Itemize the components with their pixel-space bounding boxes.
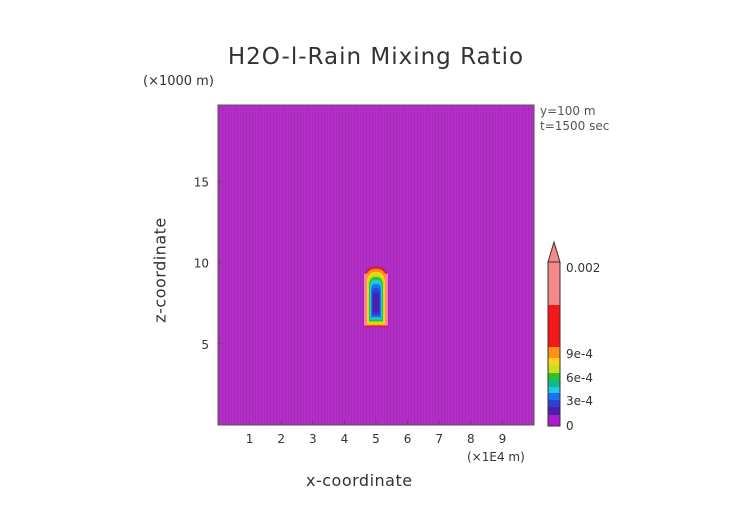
x-tick-label-5: 5 [372, 432, 380, 446]
x-tick-label-8: 8 [467, 432, 475, 446]
x-axis-label: x-coordinate [306, 471, 413, 490]
y-axis-unit: (×1000 m) [143, 74, 214, 89]
colorbar-level-4 [548, 387, 560, 393]
colorbar-label-1: 9e-4 [566, 347, 593, 361]
colorbar-level-9 [548, 347, 560, 358]
colorbar-level-3 [548, 393, 560, 400]
colorbar-level-5 [548, 380, 560, 387]
colorbar-level-10 [548, 305, 560, 347]
x-tick-label-4: 4 [341, 432, 349, 446]
colorbar-level-2 [548, 400, 560, 407]
y-tick-label-10: 10 [194, 257, 209, 271]
colorbar-level-7 [548, 365, 560, 373]
x-tick-label-9: 9 [499, 432, 507, 446]
colorbar-level-8 [548, 358, 560, 365]
colorbar-level-11 [548, 262, 560, 305]
x-tick-label-3: 3 [309, 432, 317, 446]
colorbar-label-4: 0 [566, 419, 574, 433]
plume-contour-9 [373, 292, 379, 313]
plume-fringe-right [385, 273, 388, 326]
annotation-time: t=1500 sec [540, 119, 610, 133]
plume-fringe-left [364, 273, 367, 326]
x-axis-unit: (×1E4 m) [467, 450, 525, 464]
x-tick-label-6: 6 [404, 432, 412, 446]
plot-area [218, 105, 534, 425]
colorbar-label-2: 6e-4 [566, 371, 593, 385]
x-tick-label-2: 2 [277, 432, 285, 446]
colorbar: 0.002 9e-4 6e-4 3e-4 0 [547, 240, 600, 433]
colorbar-level-0 [548, 415, 560, 426]
y-tick-label-5: 5 [201, 338, 209, 352]
colorbar-label-0: 0.002 [566, 261, 600, 275]
y-tick-label-15: 15 [194, 175, 209, 189]
colorbar-level-1 [548, 407, 560, 415]
x-tick-label-1: 1 [246, 432, 254, 446]
colorbar-label-3: 3e-4 [566, 394, 593, 408]
field-texture [218, 105, 534, 425]
axes: 1 2 3 4 5 6 7 8 9 5 10 15 [194, 104, 535, 446]
x-tick-label-7: 7 [435, 432, 443, 446]
colorbar-frame [547, 261, 561, 427]
colorbar-level-6 [548, 373, 560, 380]
colorbar-extend-arrow [547, 240, 561, 263]
annotation-y-position: y=100 m [540, 104, 596, 118]
chart-title: H2O-l-Rain Mixing Ratio [227, 44, 525, 70]
